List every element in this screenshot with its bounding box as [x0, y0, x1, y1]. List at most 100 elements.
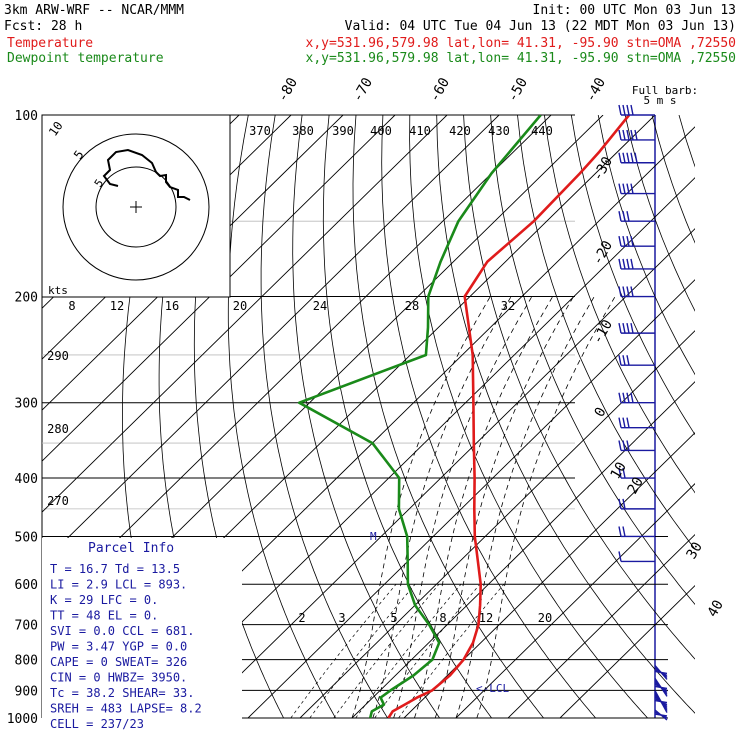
parcel-info-line-7: CIN = 0 HWBZ= 3950. [50, 671, 187, 685]
wind-barb-flag-3-0 [618, 183, 622, 194]
wind-barb-flag-5-0 [618, 236, 622, 247]
mixing-ratio-low-20: 20 [538, 611, 552, 625]
wind-barb-flag-6-3 [630, 258, 634, 270]
temperature-line [387, 115, 631, 718]
mixing-ratio-3 [309, 583, 416, 718]
mixing-ratio-top-32: 32 [501, 299, 515, 313]
wind-barb-flag-0-0 [618, 104, 622, 116]
dewpoint-line [297, 115, 542, 718]
isotherm-label--20: -20 [590, 238, 617, 268]
pressure-tick-800: 800 [15, 654, 38, 669]
pressure-tick-500: 500 [15, 530, 38, 545]
wind-barb-flag-12-0 [618, 440, 622, 451]
mixing-ratio-low-12: 12 [479, 611, 493, 625]
pressure-tick-1000: 1000 [7, 712, 38, 727]
wind-barb-flag-11-0 [618, 417, 622, 428]
pressure-tick-100: 100 [15, 109, 38, 124]
parcel-info-line-1: LI = 2.9 LCL = 893. [50, 578, 187, 592]
dry-adiabat-430 [651, 115, 695, 244]
isotherm-label-0: 0 [592, 405, 610, 420]
isotherm--10 [247, 279, 695, 718]
dry-adiabat-390 [544, 115, 695, 494]
wind-barb-flag-8-3 [630, 322, 634, 334]
hodograph-ring-1 [95, 166, 177, 248]
hodograph-trace [102, 148, 191, 201]
parcel-info-line-2: K = 29 LFC = 0. [50, 593, 158, 607]
theta-label-270: 270 [47, 494, 69, 508]
dry-adiabat-440 [678, 115, 695, 168]
moist-adiabat-34 [476, 296, 616, 718]
dry-adiabat-420 [624, 115, 695, 312]
isotherm-label--40: -40 [583, 75, 610, 105]
isotherm-label--70: -70 [350, 75, 377, 105]
isotherm--100 [42, 115, 396, 462]
mixing-ratio-low-3: 3 [338, 611, 345, 625]
hodograph-kts-label: kts [48, 284, 68, 297]
wind-barb-flag-4-0 [618, 211, 622, 222]
barb-legend-value: 5 m s [643, 94, 676, 107]
parcel-info-line-9: SREH = 483 LAPSE= 8.2 [50, 702, 202, 716]
wind-barb-flag-0-3 [630, 104, 634, 116]
wind-barb-flag-1-3 [630, 129, 634, 141]
wind-barb-flag-6-1 [622, 258, 626, 270]
hodograph-ring-label-10: 10 [46, 119, 66, 139]
wind-barb-flag-9-0 [618, 355, 622, 366]
mixing-ratio-low-2: 2 [298, 611, 305, 625]
mixing-ratio-5 [333, 583, 440, 718]
parcel-info-line-4: SVI = 0.0 CCL = 681. [50, 624, 195, 638]
isotherm--80 [42, 115, 500, 564]
barb-legend-title: Full barb: [632, 84, 698, 97]
isotherm--110 [42, 115, 344, 411]
wind-barb-flag-3-1 [622, 183, 626, 194]
init-time: Init: 00 UTC Mon 03 Jun 13 [533, 3, 737, 18]
dry-adiabat-310 [322, 115, 492, 718]
moist-adiabat-14 [372, 296, 512, 718]
isotherm-label-10: 10 [608, 459, 630, 482]
wind-barb-flag-3-2 [626, 183, 630, 194]
wind-barb-flag-5-3 [630, 236, 634, 247]
dry-adiabat-330 [381, 115, 596, 718]
wind-barb-flag-12-2 [626, 440, 630, 451]
wind-barb-flag-3-3 [630, 183, 634, 194]
wind-barb-flag-13-1 [622, 467, 626, 479]
wind-barb-flag-0-1 [622, 104, 626, 116]
wind-barb-flag-12-1 [622, 440, 626, 451]
parcel-info-line-8: Tc = 38.2 SHEAR= 33. [50, 686, 195, 700]
wind-barb-flag-2-2 [626, 152, 630, 163]
parcel-info-line-10: CELL = 237/23 [50, 717, 144, 731]
pressure-tick-300: 300 [15, 397, 38, 412]
wind-barb-flag-10-2 [626, 392, 630, 403]
pressure-tick-600: 600 [15, 578, 38, 593]
wind-barb-flag-16-0 [618, 551, 622, 562]
wind-barb-flag-1-4 [634, 129, 638, 141]
moist-adiabat-30 [455, 296, 595, 718]
wind-barb-flag-7-3 [630, 286, 634, 297]
dry-adiabat-360 [463, 115, 695, 660]
parcel-info-line-3: TT = 48 EL = 0. [50, 609, 158, 623]
dry-adiabat-320 [352, 115, 544, 718]
lcl-marker: <-LCL [476, 682, 509, 695]
wind-barb-flag-8-1 [622, 322, 626, 334]
isotherm-label-30: 30 [684, 539, 706, 562]
wind-barb-s-19-5 [654, 690, 668, 713]
wind-barb-flag-13-0 [618, 467, 622, 479]
isotherm--30 [143, 177, 695, 718]
valid-time: Valid: 04 UTC Tue 04 Jun 13 (22 MDT Mon … [345, 19, 736, 34]
isotherm--70 [42, 115, 552, 615]
pressure-tick-400: 400 [15, 472, 38, 487]
dry-adiabat-450 [706, 115, 740, 718]
isotherm-0 [299, 330, 695, 718]
theta-label-400: 400 [370, 124, 392, 138]
isotherm--90 [42, 115, 448, 513]
parcel-info-box [42, 538, 242, 722]
dry-adiabat-290 [260, 115, 388, 718]
wind-barb-flag-7-0 [618, 286, 622, 297]
theta-label-290: 290 [47, 349, 69, 363]
wind-barb-flag-1-0 [618, 129, 622, 141]
wind-barb-flag-10-1 [622, 392, 626, 403]
m-marker: M [370, 530, 377, 543]
moist-adiabat-10 [351, 296, 491, 718]
temperature-legend-label: Temperature [7, 36, 93, 51]
mixing-ratio-8 [355, 583, 462, 718]
